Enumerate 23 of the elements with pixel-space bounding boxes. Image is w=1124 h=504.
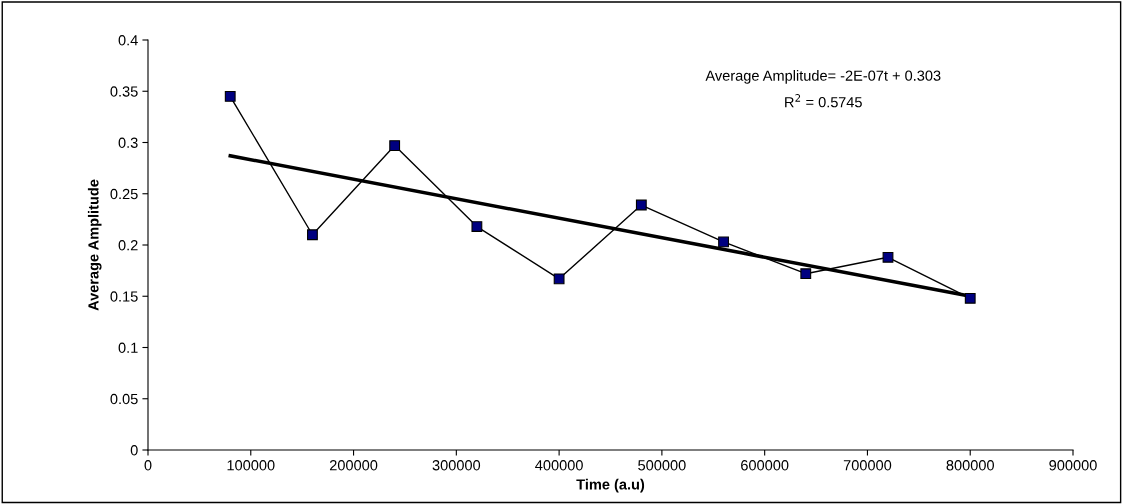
y-tick-label: 0 [130, 445, 138, 456]
y-tick-label: 0.15 [110, 291, 138, 302]
y-tick-label: 0.35 [110, 86, 138, 97]
x-tick-label: 400000 [535, 460, 583, 471]
y-tick-label: 0.2 [118, 240, 138, 251]
x-tick-label: 600000 [741, 460, 789, 471]
annotation: R$^{2}$ = 0.5745 [785, 94, 862, 108]
y-axis-title: Average Amplitude [87, 179, 102, 311]
x-tick-label: 0 [144, 460, 152, 471]
x-tick-label: 200000 [329, 460, 378, 471]
x-tick-label: 800000 [946, 460, 994, 471]
x-tick-label: 900000 [1049, 460, 1097, 471]
x-tick-label: 300000 [432, 460, 481, 471]
x-tick-label: 700000 [843, 460, 892, 471]
y-tick-label: 0.05 [110, 393, 138, 405]
annotation: Average Amplitude= -2E-07t + 0.303 [705, 70, 941, 84]
x-axis-title: Time (a.u) [576, 478, 645, 493]
x-tick-label: 500000 [638, 460, 686, 471]
y-tick-label: 0.25 [110, 188, 138, 200]
x-tick-label: 100000 [227, 460, 275, 471]
y-tick-label: 0.4 [118, 35, 138, 46]
y-tick-label: 0.1 [118, 342, 138, 353]
y-tick-label: 0.3 [118, 137, 138, 148]
